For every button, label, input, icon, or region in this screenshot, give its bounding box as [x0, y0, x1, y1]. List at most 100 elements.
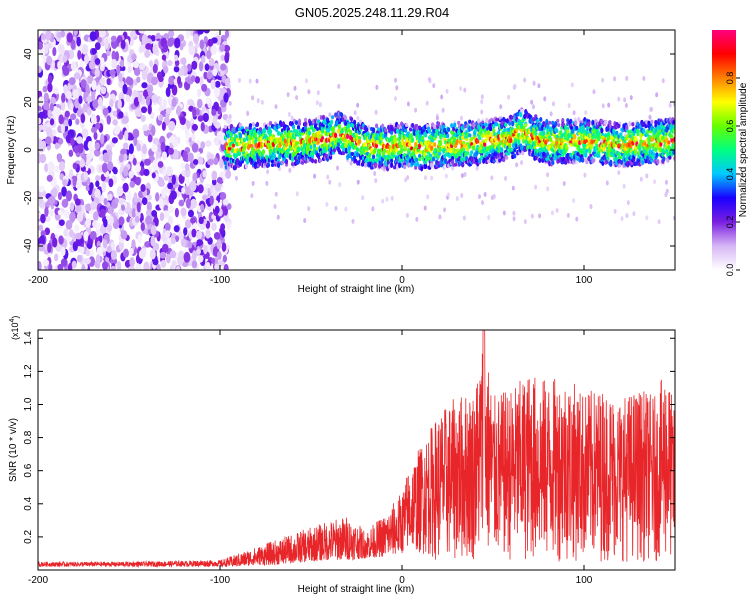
spectrogram-cell: [170, 237, 176, 245]
spectrogram-cell: [44, 163, 49, 173]
spectrogram-x-label: Height of straight line (km): [298, 284, 415, 295]
spectrogram-cell: [484, 122, 488, 128]
spectrogram-cell: [247, 139, 252, 145]
spectrogram-cell: [171, 97, 177, 108]
spectrogram-cell: [202, 194, 208, 201]
spectrogram-cell: [623, 97, 627, 103]
spectrogram-cell: [51, 187, 58, 198]
spectrogram-cell: [507, 94, 511, 100]
spectrogram-cell: [167, 37, 174, 48]
spectrogram-cell: [142, 143, 147, 155]
snr-y-tick-label: 0.2: [23, 530, 34, 544]
spectrogram-cell: [205, 97, 211, 105]
spectrogram-cell: [509, 137, 513, 144]
spectrogram-cell: [238, 122, 243, 128]
spectrogram-cell: [193, 33, 200, 44]
spectrogram-cell: [164, 222, 171, 231]
spectrogram-cell: [432, 83, 436, 89]
spectrogram-cell: [212, 68, 218, 77]
spectrogram-cell: [559, 129, 563, 136]
spectrogram-cell: [107, 161, 114, 172]
spectrogram-cell: [408, 141, 412, 148]
spectrogram-cell: [274, 191, 278, 197]
spectrogram-cell: [87, 140, 93, 150]
spectrogram-cell: [216, 250, 222, 260]
spectrogram-cell: [183, 184, 191, 195]
snr-y-tick-label: 0.4: [23, 496, 34, 510]
spectrogram-cell: [49, 103, 54, 112]
spectrogram-cell: [144, 158, 151, 166]
spectrogram-cell: [44, 43, 49, 54]
spectrogram-cell: [455, 196, 459, 202]
spectrogram-cell: [175, 265, 181, 270]
spectrogram-cell: [42, 259, 50, 267]
spectrogram-cell: [406, 101, 410, 107]
snr-x-tick-label: -100: [210, 575, 230, 586]
spectrogram-cell: [494, 137, 498, 142]
spectrogram-cell: [390, 162, 394, 168]
spectrogram-cell: [135, 263, 141, 270]
spectrogram-cell: [188, 45, 196, 56]
spectrogram-cell: [261, 149, 266, 155]
spectrogram-cell: [198, 61, 204, 72]
spectrogram-cell: [534, 184, 538, 190]
spectrogram-cell: [604, 120, 608, 125]
spectrogram-cell: [276, 130, 281, 136]
spectrogram-cell: [438, 151, 442, 156]
spectrogram-cell: [480, 99, 484, 105]
spectrogram-cell: [90, 115, 97, 125]
spectrogram-cell: [49, 118, 55, 126]
spectrogram-cell: [129, 30, 137, 38]
spectrogram-cell: [347, 146, 352, 151]
spectrogram-cell: [176, 105, 181, 116]
spectrogram-cell: [242, 137, 247, 143]
spectrogram-cell: [513, 153, 517, 159]
spectrogram-cell: [628, 121, 632, 127]
spectrogram-cell: [258, 127, 263, 132]
spectrogram-cell: [201, 83, 208, 92]
spectrogram-cell: [167, 205, 175, 214]
spectrogram-cell: [385, 196, 389, 202]
spectrogram-cell: [58, 219, 65, 226]
spectrogram-cell: [662, 156, 666, 162]
spectrogram-cell: [497, 144, 501, 149]
spectrogram-cell: [114, 197, 119, 204]
spectrogram-cell: [106, 115, 112, 125]
spectrogram-cell: [508, 142, 512, 149]
spectrogram-cell: [219, 158, 224, 169]
spectrogram-cell: [57, 191, 63, 201]
spectrogram-cell: [313, 159, 318, 164]
spectrogram-cell: [70, 137, 75, 147]
spectrogram-cell: [132, 60, 140, 69]
spectrogram-cell: [138, 45, 144, 54]
spectrogram-cell: [528, 140, 532, 144]
spectrogram-cell: [91, 79, 97, 91]
spectrogram-cell: [79, 246, 85, 254]
spectrogram-cell: [443, 207, 447, 213]
spectrogram-cell: [57, 209, 64, 216]
spectrogram-cell: [44, 215, 51, 223]
spectrogram-cell: [270, 163, 275, 168]
spectrogram-cell: [38, 123, 43, 132]
spectrogram-cell: [133, 192, 138, 204]
spectrogram-cell: [200, 121, 205, 132]
spectrogram-cell: [180, 238, 187, 247]
spectrogram-cell: [207, 153, 215, 160]
spectrogram-cell: [52, 237, 58, 248]
spectrogram-cell: [590, 144, 594, 150]
spectrogram-cell: [481, 200, 485, 206]
spectrogram-cell: [52, 46, 57, 57]
spectrogram-cell: [44, 136, 52, 145]
spectrogram-cell: [197, 254, 204, 263]
spectrogram-cell: [127, 65, 132, 74]
spectrogram-cell: [294, 120, 299, 125]
spectrogram-cell: [338, 182, 342, 188]
spectrogram-cell: [184, 163, 190, 171]
spectrogram-cell: [629, 95, 633, 101]
spectrogram-cell: [567, 103, 571, 109]
spectrogram-cell: [60, 258, 68, 267]
spectrogram-cell: [300, 160, 305, 165]
spectrogram-cell: [49, 209, 54, 217]
spectrogram-cell: [187, 241, 193, 249]
spectrogram-cell: [393, 165, 397, 170]
